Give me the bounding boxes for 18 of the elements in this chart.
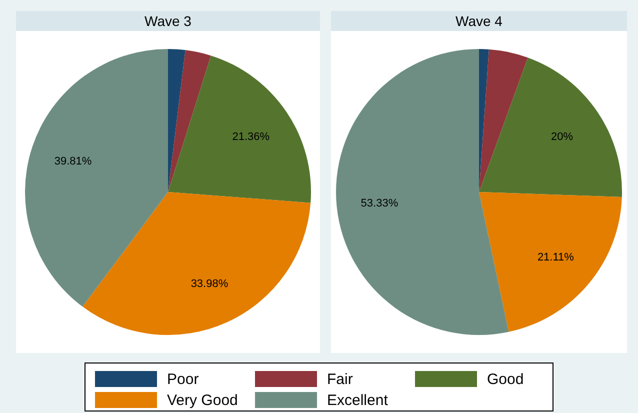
pie-slice: [168, 56, 311, 203]
pie-slice: [168, 49, 186, 192]
pie-slice: [25, 49, 168, 307]
pie-slice: [168, 50, 211, 192]
data-label: 39.81%: [54, 156, 92, 168]
legend-label: Poor: [167, 371, 199, 388]
legend-label: Good: [487, 371, 524, 388]
data-label: 20%: [550, 131, 574, 144]
data-label: 21.11%: [537, 251, 574, 264]
legend-label: Fair: [327, 371, 353, 388]
data-label: 33.98%: [190, 278, 228, 290]
chart-title: Wave 3: [144, 13, 192, 29]
data-label: 53.33%: [360, 197, 398, 210]
legend-label: Very Good: [167, 392, 238, 409]
chart-title: Wave 4: [456, 13, 503, 29]
legend-label: Excellent: [327, 392, 389, 409]
data-label: 21.36%: [232, 130, 270, 143]
pie-slice: [82, 192, 311, 335]
